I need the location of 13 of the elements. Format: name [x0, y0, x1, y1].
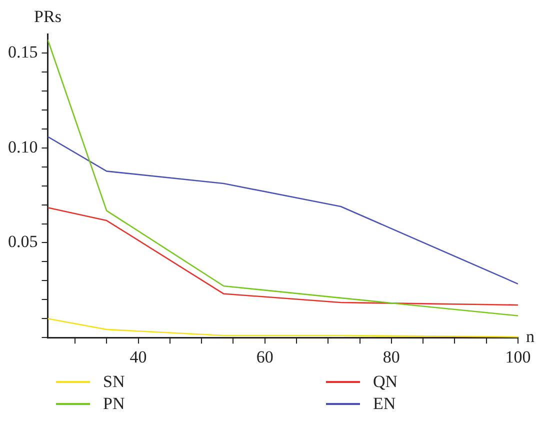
x-tick-label: 80 [382, 347, 400, 366]
legend-label: QN [373, 372, 398, 392]
y-tick-label: 0.15 [8, 42, 38, 62]
legend-label: EN [373, 394, 396, 414]
x-axis-title: n [526, 327, 535, 346]
y-tick-label: 0.10 [8, 137, 38, 156]
x-tick-label: 100 [505, 347, 531, 366]
x-tick-label: 60 [256, 347, 274, 366]
legend-label: SN [103, 372, 125, 392]
x-tick-label: 40 [130, 347, 147, 366]
legend-label: PN [103, 394, 125, 414]
y-tick-label: 0.05 [8, 232, 38, 252]
y-axis-title: PRs [34, 6, 62, 26]
